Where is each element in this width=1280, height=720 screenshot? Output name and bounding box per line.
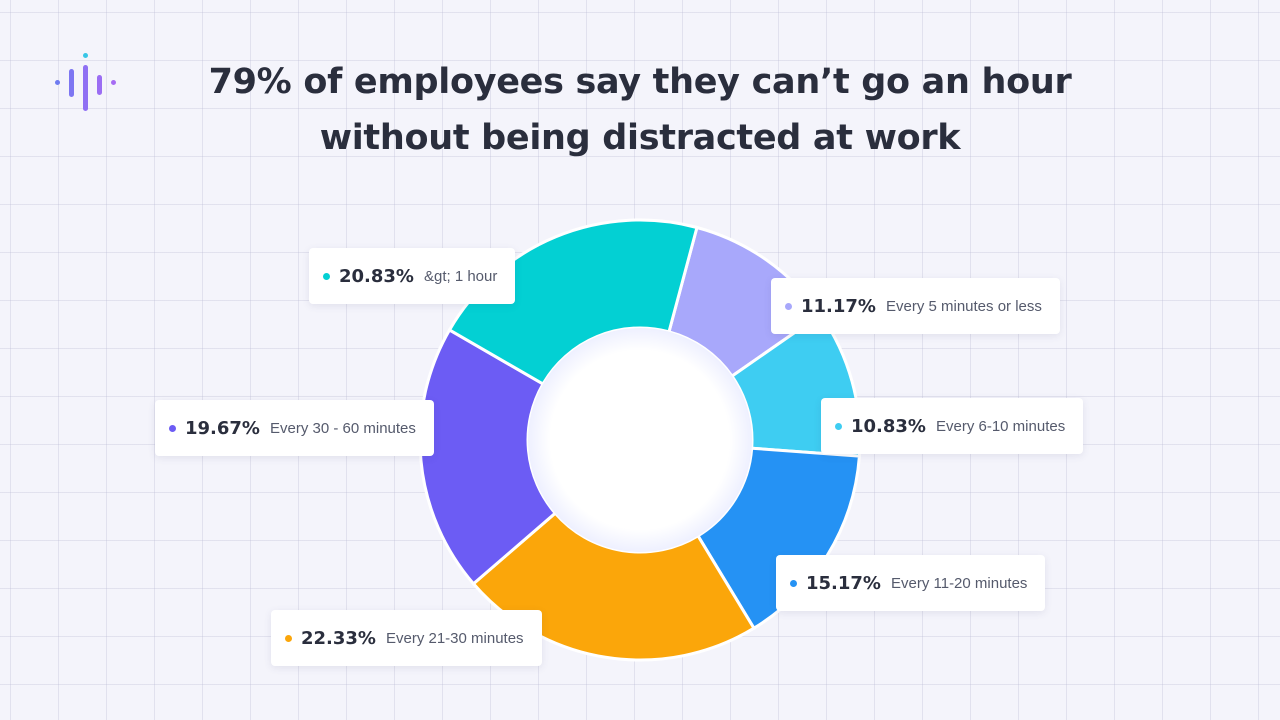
legend-dot — [169, 424, 176, 432]
slice-percentage: 20.83% — [339, 265, 414, 287]
brand-logo-icon — [55, 53, 116, 111]
slice-description: Every 11-20 minutes — [890, 574, 1028, 592]
slice-description: Every 6-10 minutes — [935, 417, 1066, 435]
legend-dot — [285, 634, 292, 642]
slice-description: Every 5 minutes or less — [885, 297, 1042, 315]
donut-hole — [528, 328, 752, 552]
slice-description: &gt; 1 hour — [423, 267, 498, 285]
slice-percentage: 19.67% — [185, 417, 260, 439]
slice-percentage: 10.83% — [851, 415, 926, 437]
slice-percentage: 11.17% — [801, 295, 876, 317]
legend-dot — [790, 579, 797, 587]
chart-title-line-1: 79% of employees say they can’t go an ho… — [208, 62, 1072, 102]
chart-title-line-2: without being distracted at work — [319, 118, 961, 158]
slice-label-4: 22.33% Every 21-30 minutes — [271, 610, 542, 666]
legend-dot — [785, 302, 792, 310]
slice-label-1: 11.17% Every 5 minutes or less — [771, 278, 1060, 334]
slice-percentage: 15.17% — [806, 572, 881, 594]
slice-label-2: 10.83% Every 6-10 minutes — [821, 398, 1084, 454]
slice-description: Every 21-30 minutes — [385, 629, 524, 647]
slice-percentage: 22.33% — [301, 627, 376, 649]
legend-dot — [323, 272, 330, 280]
slice-label-5: 19.67% Every 30 - 60 minutes — [155, 400, 434, 456]
legend-dot — [835, 422, 842, 430]
chart-title: 79% of employees say they can’t go an ho… — [160, 54, 1120, 166]
slice-description: Every 30 - 60 minutes — [269, 419, 416, 437]
slice-label-6: 20.83% &gt; 1 hour — [309, 248, 516, 304]
slice-label-3: 15.17% Every 11-20 minutes — [776, 555, 1046, 611]
